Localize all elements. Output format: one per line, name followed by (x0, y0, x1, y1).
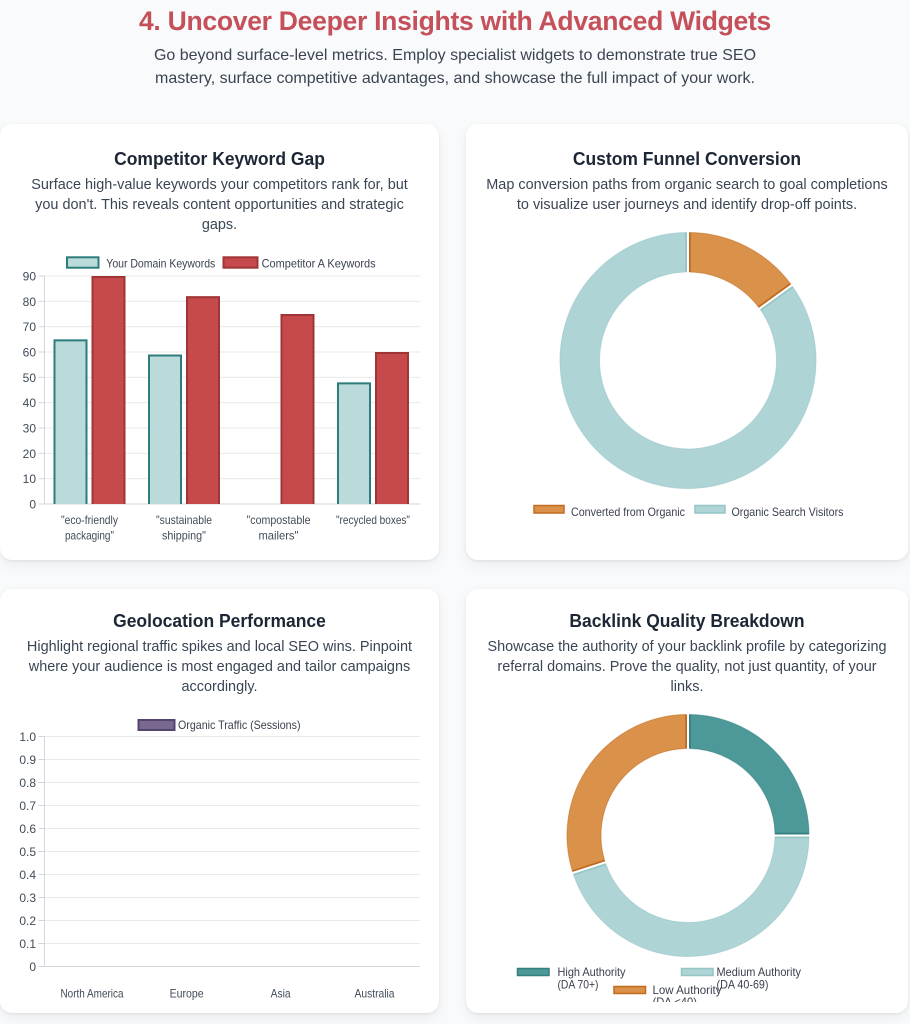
svg-text:Your Domain Keywords: Your Domain Keywords (106, 256, 215, 270)
svg-text:(DA 70+): (DA 70+) (558, 977, 599, 991)
svg-text:"sustainable: "sustainable (156, 513, 212, 527)
svg-text:70: 70 (23, 320, 37, 334)
svg-text:0.1: 0.1 (19, 937, 36, 951)
svg-text:Organic Search Visitors: Organic Search Visitors (732, 505, 844, 519)
svg-text:0.9: 0.9 (19, 753, 36, 767)
svg-text:Europe: Europe (170, 986, 204, 1000)
svg-text:"eco-friendly: "eco-friendly (61, 513, 118, 527)
svg-text:Converted from Organic: Converted from Organic (571, 505, 685, 519)
svg-text:Australia: Australia (355, 986, 395, 1000)
svg-text:1.0: 1.0 (19, 730, 36, 744)
svg-text:40: 40 (23, 396, 37, 410)
svg-text:packaging": packaging" (65, 528, 114, 542)
svg-text:0: 0 (29, 960, 36, 974)
svg-text:30: 30 (23, 421, 37, 435)
svg-text:0.7: 0.7 (19, 799, 36, 813)
svg-text:"recycled boxes": "recycled boxes" (336, 513, 410, 527)
svg-text:50: 50 (23, 370, 37, 384)
svg-text:0.8: 0.8 (19, 776, 36, 790)
svg-text:Medium Authority: Medium Authority (717, 965, 802, 979)
svg-text:10: 10 (23, 472, 37, 486)
svg-text:(DA 40-69): (DA 40-69) (717, 977, 769, 991)
svg-text:Organic Traffic (Sessions): Organic Traffic (Sessions) (178, 718, 301, 732)
svg-text:Low Authority: Low Authority (653, 983, 722, 997)
svg-text:60: 60 (23, 345, 37, 359)
svg-text:0: 0 (29, 497, 36, 511)
svg-text:0.4: 0.4 (19, 868, 36, 882)
svg-text:Asia: Asia (271, 986, 291, 1000)
svg-text:90: 90 (23, 269, 37, 283)
svg-text:80: 80 (23, 294, 37, 308)
svg-text:North America: North America (61, 986, 124, 1000)
svg-text:High Authority: High Authority (558, 965, 626, 979)
svg-text:mailers": mailers" (259, 528, 299, 542)
svg-text:0.3: 0.3 (19, 891, 36, 905)
svg-text:Competitor A Keywords: Competitor A Keywords (262, 256, 376, 270)
svg-text:(DA <40): (DA <40) (653, 995, 698, 1002)
svg-text:"compostable: "compostable (247, 513, 311, 527)
svg-text:0.2: 0.2 (19, 914, 36, 928)
svg-text:20: 20 (23, 446, 37, 460)
svg-text:0.6: 0.6 (19, 822, 36, 836)
svg-text:0.5: 0.5 (19, 845, 36, 859)
svg-text:shipping": shipping" (162, 528, 206, 542)
